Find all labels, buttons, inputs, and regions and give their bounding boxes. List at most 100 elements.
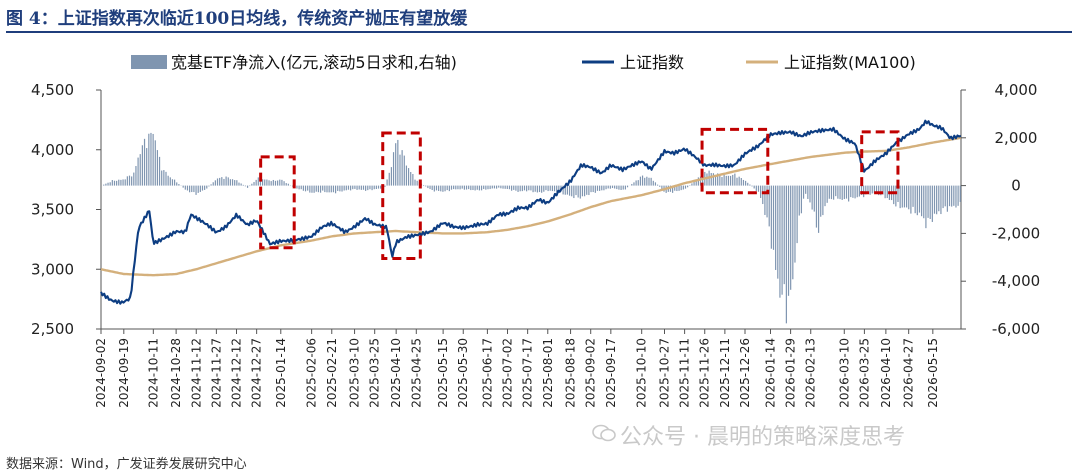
etf-flow-bar [538,185,541,193]
etf-flow-bar [951,185,953,207]
etf-flow-bar [682,185,684,190]
etf-flow-bar [163,170,165,186]
etf-flow-bar [925,185,927,229]
etf-flow-bar [957,185,959,206]
x-axis-tick-label: 2025-05-30 [456,338,470,408]
legend-entry: 上证指数 [620,53,684,72]
etf-flow-bar [601,185,603,191]
etf-flow-bar [723,174,725,186]
etf-flow-bar [654,182,657,186]
etf-flow-bar [693,180,695,186]
etf-flow-bar [732,174,734,186]
x-axis-tick-label: 2025-03-10 [348,338,362,408]
etf-flow-bar [699,176,702,186]
etf-flow-bar [392,152,395,186]
etf-flow-bar [495,185,498,189]
x-axis-tick-label: 2025-02-21 [325,338,339,408]
etf-flow-bar [843,185,845,200]
etf-flow-bar [442,185,444,192]
etf-flow-bar [714,174,717,186]
etf-flow-bar [146,148,148,186]
etf-flow-bar [532,185,534,193]
etf-flow-bar [334,185,337,194]
etf-flow-bar [695,179,697,186]
etf-flow-bar [122,179,124,186]
x-axis-tick-label: 2025-08-01 [541,338,555,408]
etf-flow-bar [779,185,781,298]
etf-flow-bar [173,179,176,186]
etf-flow-bar [401,150,403,186]
etf-flow-bar [534,185,536,192]
etf-flow-bar [399,154,401,186]
etf-flow-bar [568,185,571,196]
etf-flow-bar [489,185,491,190]
etf-flow-bar [641,175,644,186]
etf-flow-bar [251,183,253,186]
etf-flow-bar [197,185,199,193]
etf-flow-bar [659,185,661,187]
etf-flow-bar [116,180,118,186]
x-axis-tick-label: 2025-07-17 [521,338,535,408]
etf-flow-bar [384,185,386,187]
etf-flow-bar [135,166,137,186]
etf-flow-bar [646,176,648,186]
etf-flow-bar [229,179,231,186]
etf-flow-bar [787,185,790,296]
etf-flow-bar [261,179,264,186]
etf-flow-bar [223,178,225,186]
etf-flow-bar [880,185,882,196]
etf-flow-bar [438,185,440,191]
etf-flow-bar [611,185,614,189]
etf-flow-bar [156,150,159,186]
etf-flow-bar [635,180,637,186]
etf-flow-bar [826,185,828,203]
etf-flow-bar [751,185,753,187]
etf-flow-bar [577,185,579,198]
etf-flow-bar [242,184,244,186]
left-axis-tick-label: 4,500 [31,81,74,99]
etf-flow-bar [811,185,813,210]
etf-flow-bar [410,172,412,186]
etf-flow-bar [873,185,875,194]
left-axis-tick-label: 4,000 [31,141,74,159]
etf-flow-bar [676,185,678,192]
x-axis-tick-label: 2026-03-10 [837,338,851,408]
etf-flow-bar [395,143,397,186]
etf-flow-bar [292,185,294,187]
etf-flow-bar [747,182,749,186]
etf-flow-bar [875,185,878,193]
etf-flow-bar [367,185,369,191]
etf-flow-bar [195,185,197,195]
title-rule [6,31,1072,33]
etf-flow-bar [697,177,699,186]
etf-flow-bar [380,185,382,189]
etf-flow-bar [377,185,380,189]
etf-flow-bar [933,185,936,214]
etf-flow-bar [592,185,594,193]
etf-flow-bar [959,185,961,202]
etf-flow-bar [674,185,676,191]
etf-flow-bar [455,185,457,190]
etf-flow-bar [483,185,485,190]
etf-flow-bar [556,185,558,193]
highlight-box [381,131,422,260]
etf-flow-bar [315,185,317,192]
etf-flow-bar [579,185,581,199]
etf-flow-bar [425,185,427,187]
etf-flow-bar [272,179,274,186]
etf-flow-bar [938,185,940,212]
etf-flow-bar [884,185,886,199]
wechat-logo-icon [592,424,616,442]
etf-flow-bar [137,157,139,186]
etf-flow-bar [128,175,131,186]
etf-flow-bar [478,185,481,191]
etf-flow-bar [867,185,869,194]
etf-flow-bar [543,185,545,192]
etf-flow-bar [931,185,933,222]
etf-flow-bar [186,185,189,191]
etf-flow-bar [330,185,332,193]
x-axis-tick-label: 2026-02-13 [804,338,818,408]
etf-flow-bar [397,139,399,186]
etf-flow-bar [350,185,352,191]
etf-flow-bar [798,185,800,216]
